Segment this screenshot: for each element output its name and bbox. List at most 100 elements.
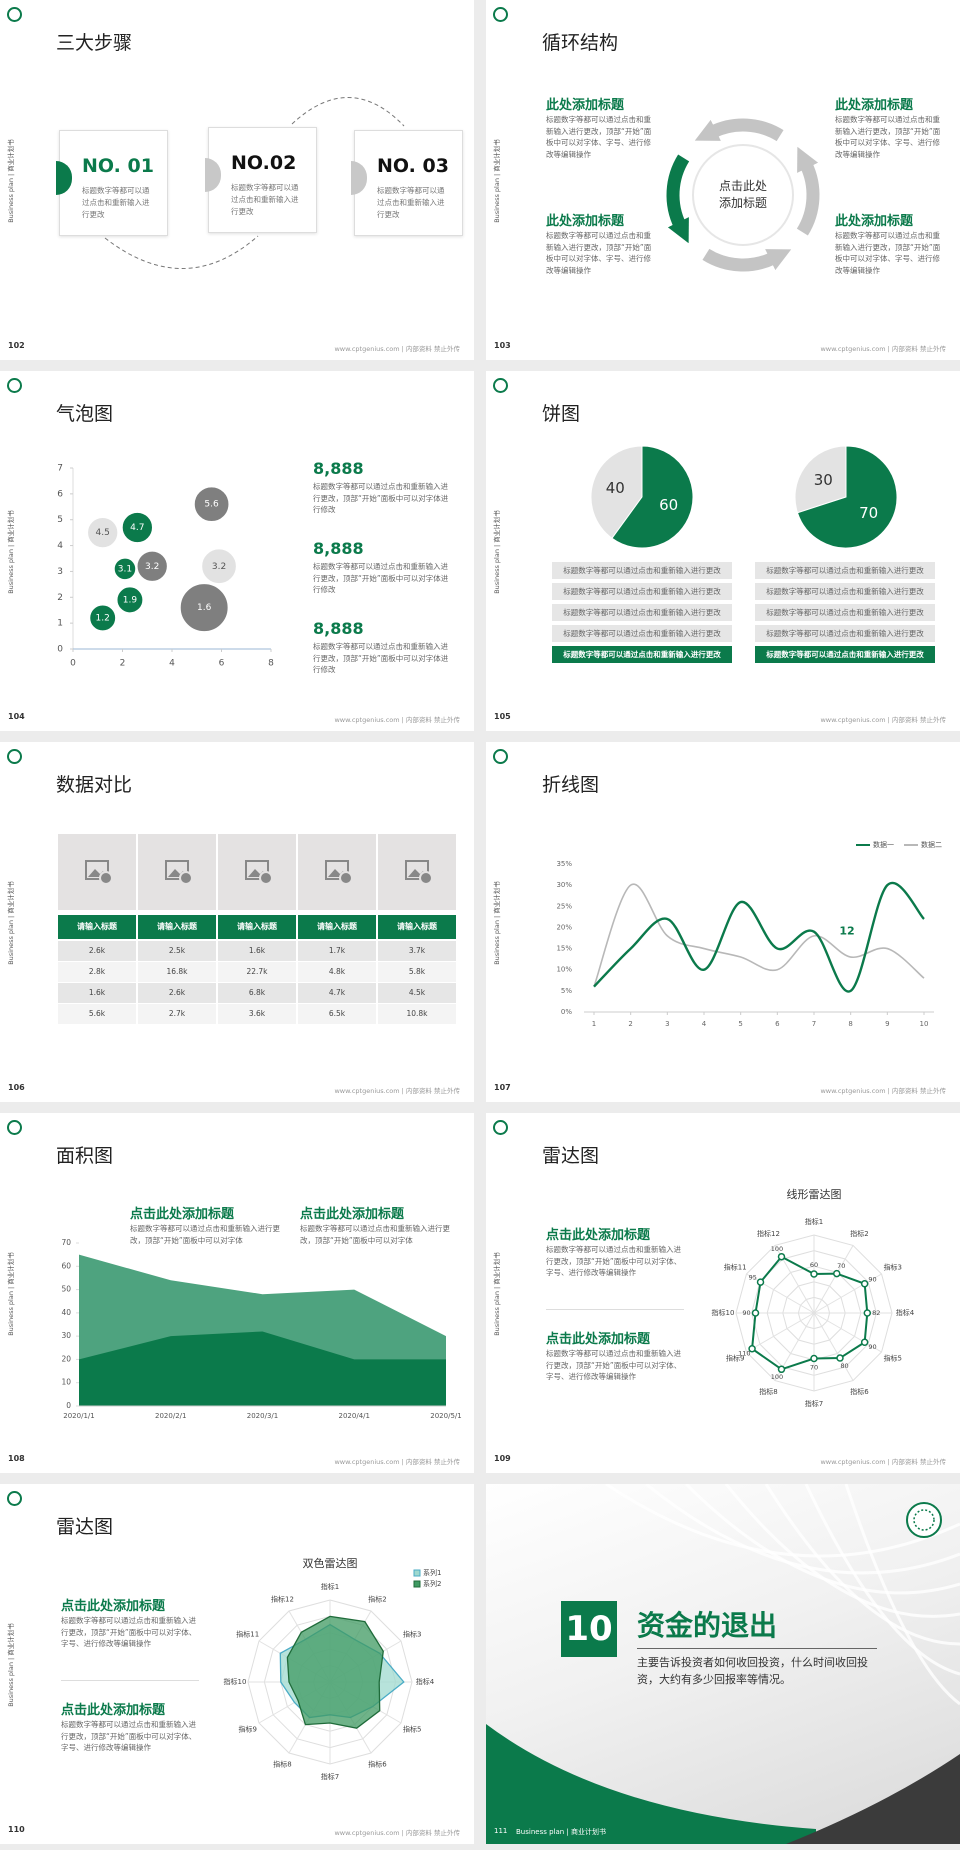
cycle-arrow (694, 118, 784, 142)
block-title: 点击此处添加标题 (61, 1599, 166, 1614)
data-label: 1.6 (197, 603, 212, 613)
table-cell: 2.6k (138, 983, 216, 1003)
step-marker (56, 161, 72, 195)
data-label: 30 (814, 471, 833, 489)
table-cell: 2.5k (138, 941, 216, 961)
logo (7, 1120, 22, 1135)
logo (7, 749, 22, 764)
stat-value: 8,888 (313, 619, 364, 638)
footer: www.cptgenius.com | 内部资料 禁止外传 (820, 716, 946, 724)
decor-curve (645, 1484, 960, 1575)
x-tick-label: 5 (738, 1020, 742, 1028)
step-text: 标题数字等都可以通过点击和重新输入进行更改 (82, 186, 150, 219)
side-label: Business plan | 商业计划书 (7, 881, 15, 965)
radar-label: 指标2 (850, 1229, 868, 1238)
x-tick-label: 2020/1/1 (63, 1412, 94, 1420)
block-text: 标题数字等都可以通过点击和重新输入进行更改，顶部“开始”面板中可以对字体、字号、… (61, 1720, 197, 1753)
block-text: 标题数字等都可以通过点击和重新输入进行更改，顶部“开始”面板中可以对字体 (300, 1224, 450, 1245)
note: 标题数字等都可以通过点击和重新输入进行更改 (755, 604, 935, 621)
title-rule (637, 1648, 877, 1649)
cover-label: Business plan | 商业计划书 (516, 1828, 607, 1836)
radar-label: 指标10 (712, 1308, 735, 1317)
table-cell: 16.8k (138, 962, 216, 982)
radar-spoke (813, 1312, 854, 1381)
y-tick-label: 60 (61, 1261, 71, 1270)
table-cell: 4.7k (298, 983, 376, 1003)
step-box: NO. 01 标题数字等都可以通过点击和重新输入进行更改 (56, 130, 168, 236)
chart-title: 双色雷达图 (303, 1556, 358, 1570)
stat-text: 标题数字等都可以通过点击和重新输入进行更改，顶部“开始”面板中可以对字体进行修改 (313, 482, 449, 515)
slide: 面积图 Business plan | 商业计划书 108 www.cptgenius… (0, 1113, 474, 1473)
radar-label: 指标12 (271, 1595, 294, 1604)
radar-point (777, 1252, 786, 1261)
page-number: 111 (494, 1827, 508, 1835)
radar-point (751, 1309, 760, 1317)
data-label: 110 (738, 1349, 750, 1357)
slide: 10 资金的退出 主要告诉投资者如何收回投资，什么时间收回投资，大约有多少回报率等情… (486, 1484, 960, 1844)
data-label: 4.7 (130, 523, 144, 533)
radar-label: 指标8 (273, 1759, 291, 1768)
chart-title: 线形雷达图 (787, 1187, 842, 1201)
note: 标题数字等都可以通过点击和重新输入进行更改 (755, 562, 935, 579)
page-number: 108 (8, 1454, 25, 1463)
table-cell: 3.7k (378, 941, 456, 961)
footer: www.cptgenius.com | 内部资料 禁止外传 (334, 1087, 460, 1095)
y-tick-label: 7 (57, 464, 63, 474)
radar-label: 指标9 (726, 1354, 744, 1363)
annotation: 12 (839, 925, 854, 938)
x-tick-label: 8 (268, 659, 274, 669)
y-tick-label: 0 (57, 645, 63, 655)
separator (546, 1309, 684, 1310)
radar-label: 指标2 (368, 1595, 386, 1604)
step-text: 标题数字等都可以通过点击和重新输入进行更改 (231, 183, 299, 216)
radar-point (833, 1269, 841, 1278)
logo (7, 378, 22, 393)
slide: 雷达图 Business plan | 商业计划书 109 www.cptgenius… (486, 1113, 960, 1473)
block-text: 标题数字等都可以通过点击和重新输入进行更改，顶部“开始”面板中可以对字体、字号、… (835, 115, 941, 159)
y-tick-label: 70 (61, 1238, 71, 1247)
logo (906, 1502, 942, 1538)
page-number: 106 (8, 1083, 25, 1092)
data-label: 70 (859, 504, 878, 522)
table-cell: 6.8k (218, 983, 296, 1003)
y-tick-label: 0 (66, 1401, 71, 1410)
y-tick-label: 20% (556, 923, 572, 931)
graphic: 0 1 2 3 4 5 6 7 0 2 4 6 8 1.2 1.9 3.1 4.7 3.2 4.5 5.6 3.2 1.6 (57, 464, 274, 669)
table-cell: 3.6k (218, 1004, 296, 1024)
radar-label: 指标6 (368, 1759, 387, 1768)
block-text: 标题数字等都可以通过点击和重新输入进行更改，顶部“开始”面板中可以对字体、字号、… (61, 1616, 197, 1649)
data-label: 82 (872, 1309, 880, 1317)
bubble (136, 550, 169, 583)
radar-label: 指标4 (416, 1677, 435, 1686)
step-marker (205, 158, 221, 192)
table-cell: 2.8k (58, 962, 136, 982)
block-text: 标题数字等都可以通过点击和重新输入进行更改，顶部“开始”面板中可以对字体、字号、… (546, 1349, 682, 1382)
slide-title: 雷达图 (56, 1516, 114, 1538)
step-label: NO. 01 (82, 155, 154, 177)
y-tick-label: 10% (556, 966, 572, 974)
y-tick-label: 30% (556, 881, 572, 889)
table-cell: 5.8k (378, 962, 456, 982)
page-number: 109 (494, 1454, 511, 1463)
decor-curve (804, 1484, 960, 1676)
section-title: 资金的退出 (637, 1609, 778, 1642)
cycle-center-text: 点击此处添加标题 (718, 179, 767, 210)
radar-point (860, 1338, 869, 1346)
block-title: 此处添加标题 (546, 214, 625, 229)
legend-label: 数据一 (873, 840, 894, 849)
slide-title: 折线图 (542, 774, 600, 796)
y-tick-label: 20 (61, 1354, 71, 1363)
logo (493, 378, 508, 393)
radar-label: 指标5 (403, 1725, 421, 1734)
slide-title: 气泡图 (56, 403, 114, 425)
radar-label: 指标8 (759, 1387, 777, 1396)
x-tick-label: 2 (120, 659, 126, 669)
image-icon (85, 860, 113, 885)
table-cell: 22.7k (218, 962, 296, 982)
area (79, 1331, 446, 1406)
slide: 饼图 Business plan | 商业计划书 105 www.cptgenius.… (486, 371, 960, 731)
slide-title: 三大步骤 (56, 32, 133, 54)
slide-title: 饼图 (542, 403, 581, 425)
